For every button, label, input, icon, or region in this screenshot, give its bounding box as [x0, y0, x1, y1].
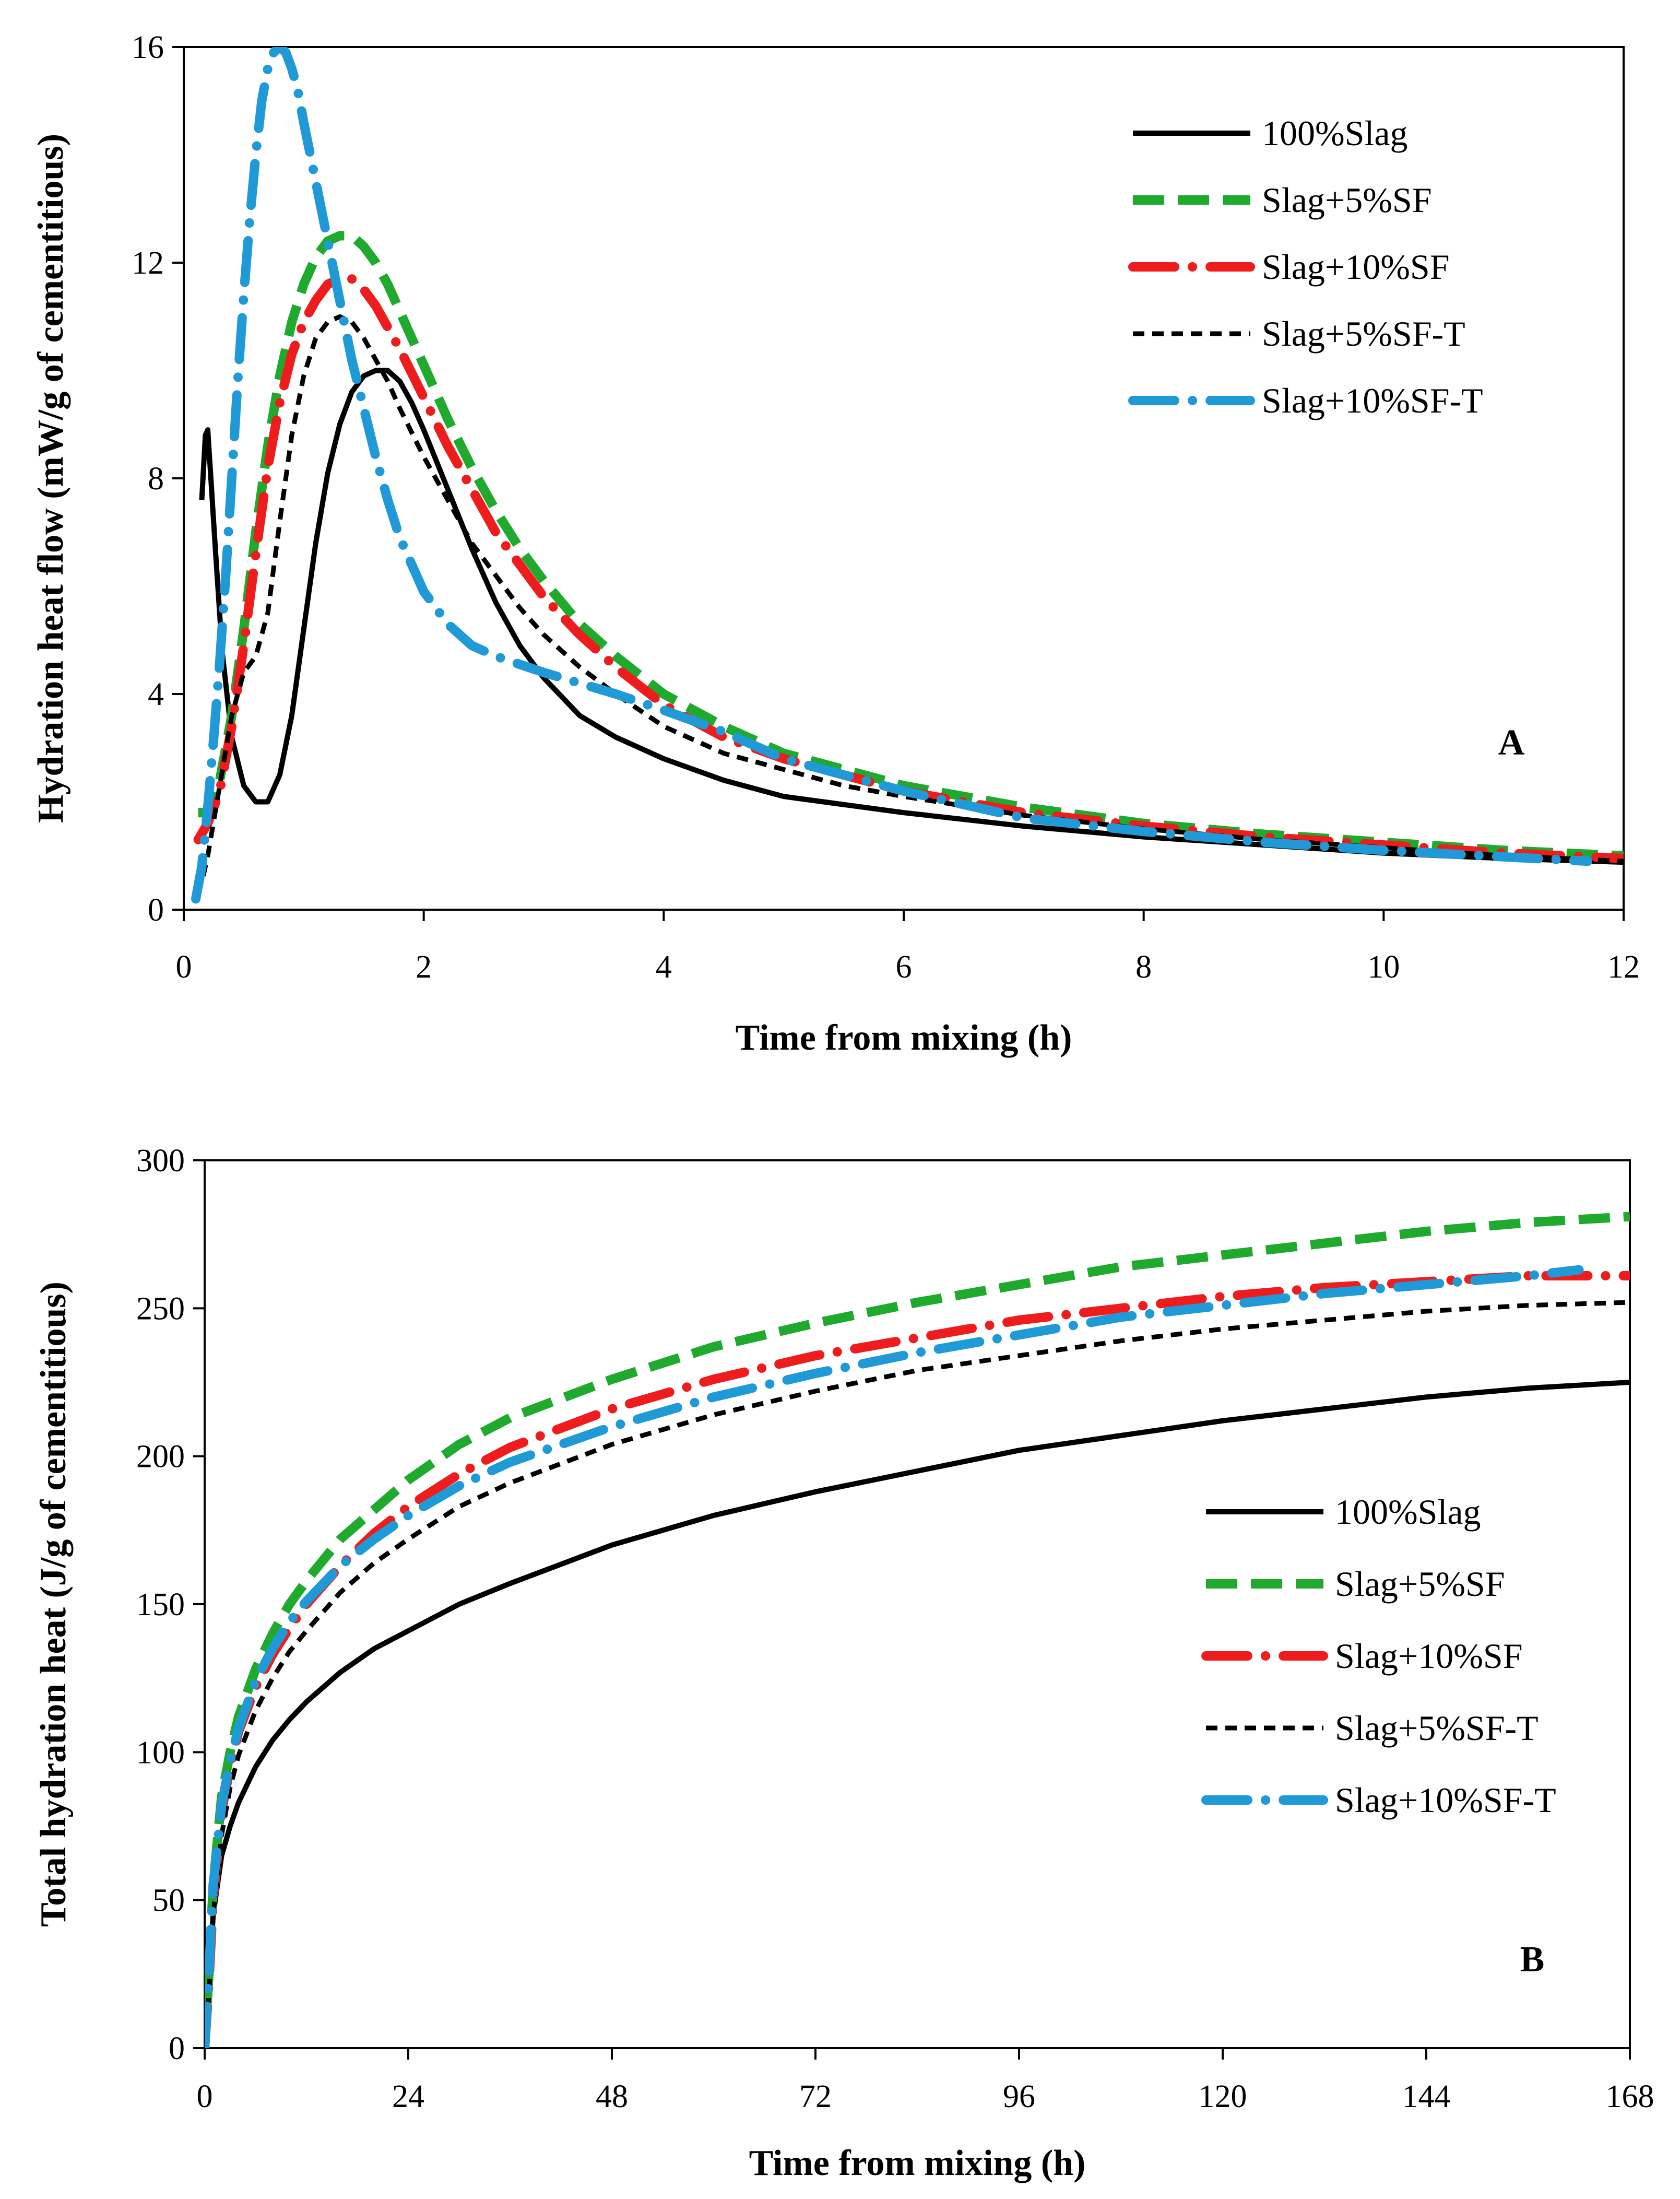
y-tick-label: 8 — [148, 461, 164, 497]
series-group — [191, 47, 1624, 904]
x-tick-label: 8 — [1135, 949, 1152, 985]
series-group — [205, 1212, 1630, 2048]
chart-panel-A: 0 2 4 6 8 10 12 0 4 8 12 16 Time from mixing (h) Hydr… — [31, 30, 1640, 1058]
series-line-slag-5-sf-t — [205, 1300, 1630, 2048]
plot-area-frame — [183, 46, 1625, 911]
x-axis-title: Time from mixing (h) — [749, 2143, 1086, 2183]
x-tick-label: 6 — [896, 949, 912, 985]
x-tick-label: 12 — [1607, 949, 1640, 985]
legend-label: 100%Slag — [1262, 113, 1408, 153]
x-tick-label: 2 — [416, 949, 432, 985]
y-axis-title: Hydration heat flow (mW/g of cementitiou… — [31, 134, 71, 823]
legend-label: Slag+5%SF-T — [1262, 314, 1465, 354]
legend-label: 100%Slag — [1335, 1492, 1481, 1532]
y-tick-label: 0 — [148, 892, 164, 928]
x-tick-label: 0 — [176, 949, 192, 985]
series-line-slag-10-sf-t — [191, 47, 1592, 904]
y-tick-label: 12 — [132, 245, 164, 281]
legend-label: Slag+10%SF — [1335, 1636, 1523, 1676]
y-tick-label: 250 — [136, 1291, 185, 1326]
y-tick-label: 0 — [169, 2031, 185, 2066]
legend-label: Slag+5%SF-T — [1335, 1708, 1539, 1748]
panel-letter: B — [1520, 1939, 1545, 1980]
x-tick-label: 48 — [596, 2079, 628, 2114]
y-tick-label: 4 — [148, 677, 164, 712]
legend-label: Slag+10%SF-T — [1262, 381, 1483, 420]
x-tick-label: 96 — [1003, 2079, 1035, 2114]
x-tick-label: 120 — [1199, 2079, 1247, 2114]
legend-label: Slag+5%SF — [1335, 1564, 1505, 1604]
x-tick-label: 144 — [1402, 2079, 1451, 2114]
x-tick-label: 0 — [197, 2079, 213, 2114]
x-tick-label: 4 — [656, 949, 672, 985]
x-axis-title: Time from mixing (h) — [736, 1018, 1072, 1058]
y-tick-label: 300 — [136, 1143, 185, 1179]
legend-label: Slag+10%SF — [1262, 247, 1450, 287]
x-tick-label: 10 — [1367, 949, 1400, 985]
legend-label: Slag+10%SF-T — [1335, 1780, 1556, 1820]
series-line-slag-5-sf — [205, 1212, 1630, 2048]
series-line-100-slag — [199, 368, 1624, 865]
x-tick-label: 168 — [1606, 2079, 1654, 2114]
legend: 100%Slag Slag+5%SF Slag+10%SF Slag+5%SF-T Sl… — [1128, 113, 1483, 420]
y-tick-label: 200 — [136, 1439, 185, 1475]
legend: 100%Slag Slag+5%SF Slag+10%SF Slag+5%SF-T Sl… — [1201, 1492, 1556, 1820]
series-line-slag-5-sf-t — [194, 314, 1624, 895]
legend-label: Slag+5%SF — [1262, 180, 1432, 220]
panel-letter: A — [1498, 723, 1525, 763]
plot-area-frame — [204, 1159, 1631, 2049]
chart-panel-B: 0 24 48 72 96 120 144 168 0 50 100 150 200 250 300 Time… — [33, 1143, 1654, 2183]
y-tick-label: 16 — [132, 30, 164, 65]
series-line-slag-10-sf-t — [205, 1265, 1584, 2048]
y-tick-label: 150 — [136, 1587, 185, 1622]
y-tick-label: 100 — [136, 1735, 185, 1770]
y-axis-title: Total hydration heat (J/g of cementitiou… — [33, 1281, 74, 1927]
series-line-100-slag — [205, 1380, 1630, 2048]
x-tick-label: 24 — [392, 2079, 424, 2114]
y-tick-label: 50 — [152, 1883, 185, 1919]
x-tick-label: 72 — [799, 2079, 832, 2114]
